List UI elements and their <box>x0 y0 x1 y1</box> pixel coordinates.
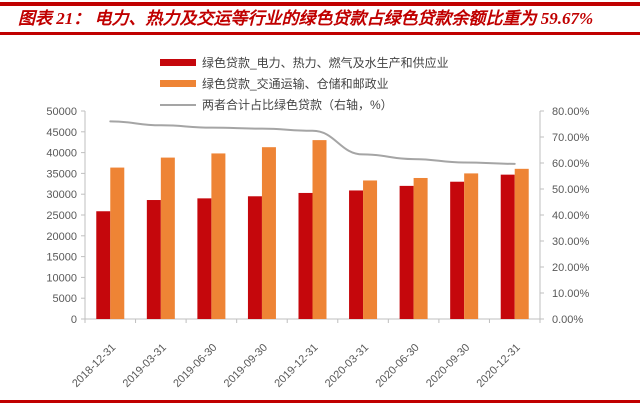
y-left-tick-label: 40000 <box>46 148 77 160</box>
x-tick-label: 2019-03-31 <box>121 342 169 390</box>
legend-item-ratio: 两者合计占比绿色贷款（右轴，%） <box>160 94 449 115</box>
bar-transport <box>160 157 175 319</box>
figure-title: 图表 21： 电力、热力及交运等行业的绿色贷款占绿色贷款余额比重为 59.67% <box>18 9 594 28</box>
bars-transport <box>110 140 529 319</box>
y-right-tick-label: 30.00% <box>552 236 590 248</box>
bar-transport <box>514 168 529 319</box>
y-right-tick-label: 70.00% <box>552 132 590 144</box>
legend-swatch-power-icon <box>160 59 196 66</box>
x-axis: 2018-12-31 2019-03-31 2019-06-30 2019-09-30… <box>70 319 541 390</box>
y-right-tick-label: 20.00% <box>552 262 590 274</box>
title-underline-rule <box>0 32 640 35</box>
y-right-tick-label: 60.00% <box>552 158 590 170</box>
y-right-tick-label: 10.00% <box>552 288 590 300</box>
bar-transport <box>110 167 125 319</box>
x-tick-label: 2019-06-30 <box>171 342 219 390</box>
legend-swatch-ratio-line-icon <box>160 103 196 106</box>
y-axis-left: 0 5000 10000 15000 20000 25000 30000 35000 40000… <box>46 106 85 326</box>
legend-item-power: 绿色贷款_电力、热力、燃气及水生产和供应业 <box>160 52 449 73</box>
bar-power <box>96 211 111 319</box>
bar-transport <box>464 173 479 319</box>
bars-power <box>96 174 515 319</box>
chart-legend: 绿色贷款_电力、热力、燃气及水生产和供应业 绿色贷款_交通运输、仓储和邮政业 两… <box>160 52 449 115</box>
bar-power <box>298 192 313 319</box>
y-left-tick-label: 50000 <box>46 106 77 118</box>
bar-transport <box>312 140 327 319</box>
x-tick-label: 2018-12-31 <box>70 342 118 390</box>
y-right-tick-label: 0.00% <box>552 314 583 326</box>
bar-power <box>500 174 515 319</box>
y-axis-right: 0.00% 10.00% 20.00% 30.00% 40.00% 50.00% 60.00… <box>540 106 590 326</box>
bar-power <box>247 196 262 319</box>
bar-power <box>349 190 364 319</box>
y-left-tick-label: 20000 <box>46 231 77 243</box>
top-rule <box>0 2 640 6</box>
x-tick-label: 2020-03-31 <box>323 342 371 390</box>
y-left-tick-label: 45000 <box>46 127 77 139</box>
y-left-tick-label: 30000 <box>46 189 77 201</box>
legend-swatch-transport-icon <box>160 80 196 87</box>
y-left-tick-label: 0 <box>71 314 77 326</box>
bar-transport <box>413 177 428 319</box>
y-right-tick-label: 40.00% <box>552 210 590 222</box>
bar-power <box>146 200 161 319</box>
y-left-tick-label: 5000 <box>53 293 77 305</box>
y-left-tick-label: 10000 <box>46 272 77 284</box>
legend-item-transport: 绿色贷款_交通运输、仓储和邮政业 <box>160 73 449 94</box>
y-left-tick-label: 35000 <box>46 168 77 180</box>
bar-power <box>399 185 414 319</box>
bar-power <box>197 198 212 319</box>
y-right-tick-label: 50.00% <box>552 184 590 196</box>
y-left-tick-label: 25000 <box>46 210 77 222</box>
bar-power <box>450 181 465 319</box>
legend-label-power: 绿色贷款_电力、热力、燃气及水生产和供应业 <box>202 56 449 70</box>
y-left-tick-label: 15000 <box>46 252 77 264</box>
x-tick-label: 2019-09-30 <box>222 342 270 390</box>
x-tick-label: 2020-09-30 <box>424 342 472 390</box>
bar-transport <box>363 180 378 319</box>
bar-transport <box>211 153 226 319</box>
x-tick-label: 2020-06-30 <box>373 342 421 390</box>
ratio-line <box>109 120 516 165</box>
y-right-tick-label: 80.00% <box>552 106 590 118</box>
x-tick-label: 2019-12-31 <box>272 342 320 390</box>
x-tick-label: 2020-12-31 <box>475 342 523 390</box>
bottom-rule <box>0 400 640 403</box>
bar-transport <box>261 147 276 319</box>
legend-label-transport: 绿色贷款_交通运输、仓储和邮政业 <box>202 77 389 91</box>
legend-label-ratio: 两者合计占比绿色贷款（右轴，%） <box>202 98 393 112</box>
